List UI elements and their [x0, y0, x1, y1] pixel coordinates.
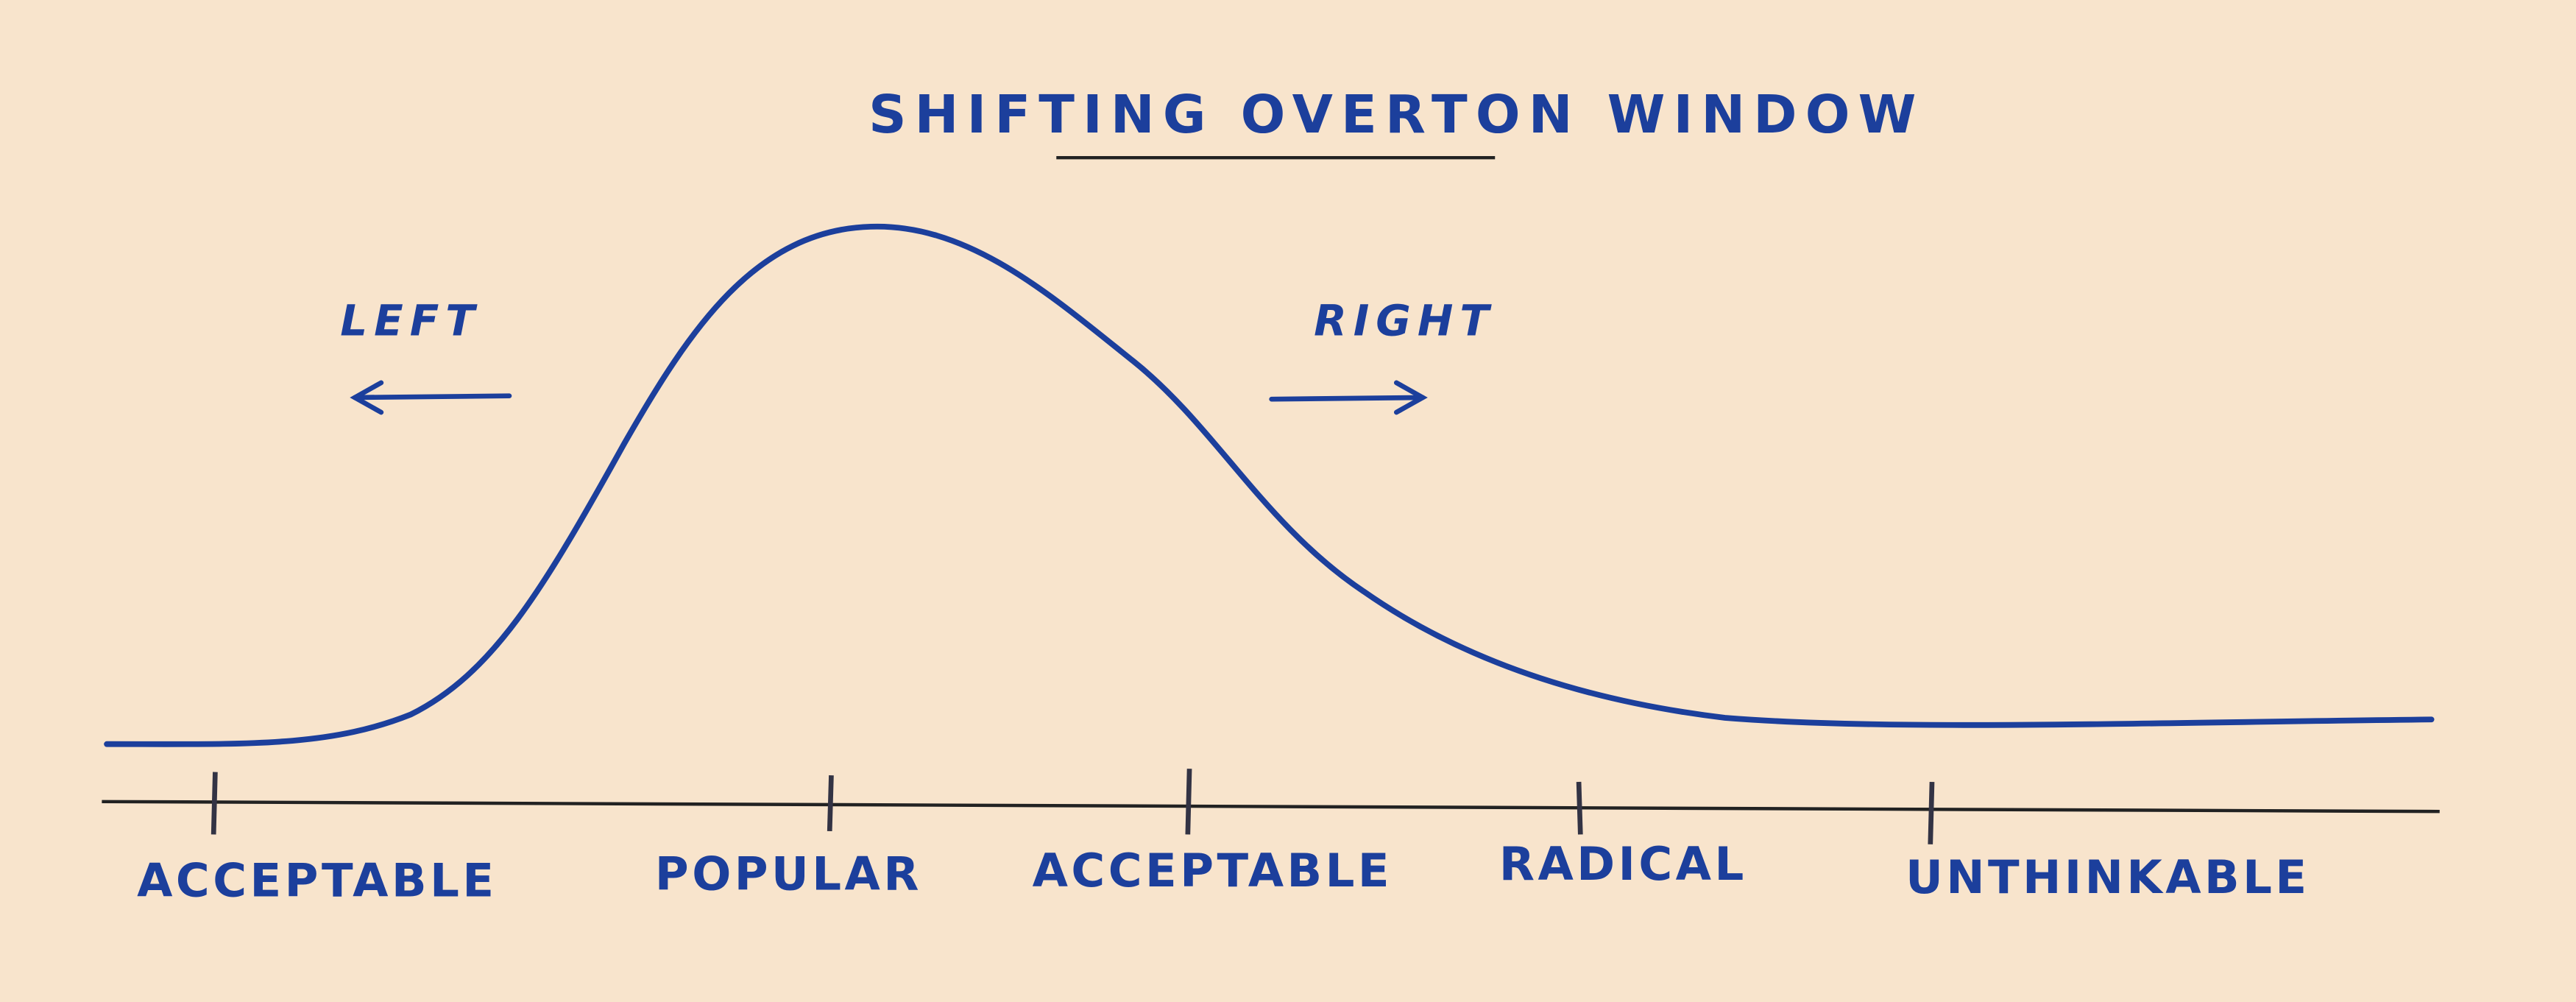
scale-label: POPULAR [655, 847, 922, 901]
left-label: LEFT [340, 296, 481, 346]
distribution-curve [104, 223, 2435, 747]
title: SHIFTING OVERTON WINDOW [868, 84, 1924, 145]
scale-label: ACCEPTABLE [137, 853, 497, 907]
axis-ticks [210, 769, 1935, 844]
right-label: RIGHT [1314, 296, 1496, 346]
scale-label: RADICAL [1499, 837, 1747, 891]
right-arrow [1269, 380, 1428, 415]
left-arrow [350, 380, 512, 415]
scale-label: UNTHINKABLE [1906, 850, 2310, 904]
axis-line [102, 800, 2440, 814]
scale-label: ACCEPTABLE [1033, 844, 1393, 897]
